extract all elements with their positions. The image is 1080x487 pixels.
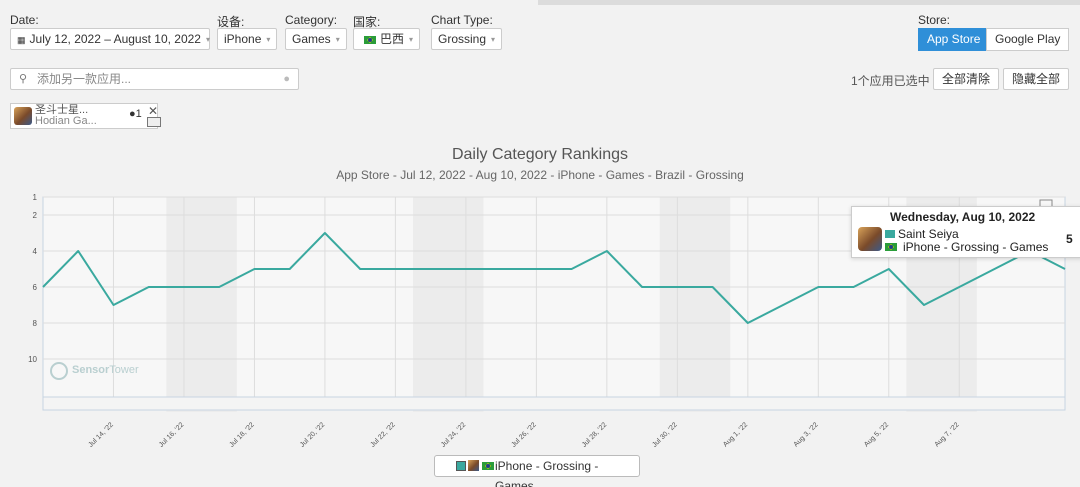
x-tick-label: Jul 28, '22 xyxy=(581,421,608,448)
calendar-icon: ▦ xyxy=(17,35,26,45)
country-label: 国家: xyxy=(353,15,381,29)
legend-label: iPhone - Grossing - Games xyxy=(495,459,599,487)
app-icon xyxy=(858,227,882,251)
category-value: Games xyxy=(292,32,331,46)
sensortower-watermark: SensorTower xyxy=(72,364,139,376)
tooltip-series-label: iPhone - Grossing - Games xyxy=(903,240,1049,254)
chart-tooltip: Wednesday, Aug 10, 2022 Saint Seiya iPho… xyxy=(851,206,1080,258)
x-tick-label: Jul 24, '22 xyxy=(440,421,467,448)
category-label: Category: xyxy=(285,13,338,27)
y-tick-label: 4 xyxy=(33,247,38,256)
hide-all-button[interactable]: 隐藏全部 xyxy=(1003,68,1070,90)
chevron-down-icon: ▾ xyxy=(266,34,271,44)
tooltip-date: Wednesday, Aug 10, 2022 xyxy=(890,210,1036,224)
search-placeholder: 添加另一款应用... xyxy=(37,72,132,86)
color-picker[interactable] xyxy=(147,117,161,127)
tooltip-app-name: Saint Seiya xyxy=(898,227,959,241)
x-tick-label: Jul 16, '22 xyxy=(158,421,185,448)
y-tick-label: 1 xyxy=(33,193,38,202)
x-tick-label: Aug 5, '22 xyxy=(863,421,890,448)
chart-title: Daily Category Rankings xyxy=(451,146,629,163)
chart-subtitle: App Store - Jul 12, 2022 - Aug 10, 2022 … xyxy=(336,168,744,182)
app-chip-rank-value: 1 xyxy=(135,108,142,120)
chart-type-value: Grossing xyxy=(438,32,487,46)
search-icon: ⚲ xyxy=(19,73,28,85)
series-swatch xyxy=(456,461,466,471)
chart-type-label: Chart Type: xyxy=(431,13,493,27)
app-chip-name: 圣斗士星... xyxy=(35,104,89,116)
chart-legend[interactable]: iPhone - Grossing - Games xyxy=(434,455,640,487)
weekend-band xyxy=(659,197,731,412)
watermark-brand-a: Sensor xyxy=(72,364,110,376)
clear-all-button[interactable]: 全部清除 xyxy=(933,68,1000,90)
y-tick-label: 10 xyxy=(28,355,37,364)
chevron-down-icon: ▾ xyxy=(491,34,496,44)
navigator-strip xyxy=(42,396,1066,411)
x-tick-label: Jul 14, '22 xyxy=(88,421,115,448)
date-range-picker[interactable]: ▦ July 12, 2022 – August 10, 2022 ▾ xyxy=(10,28,210,50)
brazil-flag-icon xyxy=(364,35,376,44)
series-swatch xyxy=(885,230,895,238)
x-tick-label: Jul 26, '22 xyxy=(510,421,537,448)
series-line xyxy=(42,232,1066,324)
app-store-button[interactable]: App Store xyxy=(918,28,990,51)
category-select[interactable]: Games ▾ xyxy=(285,28,347,50)
chart-type-select[interactable]: Grossing ▾ xyxy=(431,28,503,50)
x-tick-label: Jul 18, '22 xyxy=(228,421,255,448)
chevron-down-icon: ▾ xyxy=(409,34,414,44)
app-icon xyxy=(468,460,479,471)
add-app-search[interactable]: ⚲ 添加另一款应用... ● xyxy=(10,68,299,90)
watermark-brand-b: Tower xyxy=(109,364,139,376)
y-tick-label: 2 xyxy=(33,211,38,220)
country-select[interactable]: 巴西 ▾ xyxy=(353,28,421,50)
x-tick-label: Aug 7, '22 xyxy=(934,421,961,448)
apple-icon: ● xyxy=(283,73,290,85)
device-value: iPhone xyxy=(224,32,262,46)
google-play-button[interactable]: Google Play xyxy=(986,28,1070,51)
chevron-down-icon: ▾ xyxy=(335,34,340,44)
tooltip-rank: 5 xyxy=(1066,232,1073,246)
selected-count: 1个应用已选中 xyxy=(851,74,930,88)
store-label: Store: xyxy=(918,13,951,27)
device-label: 设备: xyxy=(217,15,245,29)
brazil-flag-icon xyxy=(482,462,494,470)
app-chip-rank-badge: ●1 xyxy=(129,108,142,120)
date-range-value: July 12, 2022 – August 10, 2022 xyxy=(29,32,201,46)
y-tick-label: 8 xyxy=(33,319,38,328)
close-icon[interactable]: ✕ xyxy=(148,104,159,118)
date-label: Date: xyxy=(10,13,39,27)
x-tick-label: Jul 20, '22 xyxy=(299,421,326,448)
weekend-band xyxy=(413,197,484,412)
app-chip[interactable]: 圣斗士星... Hodian Ga... ●1 ✕ xyxy=(10,103,161,129)
y-tick-label: 6 xyxy=(33,283,38,292)
x-tick-label: Jul 30, '22 xyxy=(651,421,678,448)
device-select[interactable]: iPhone ▾ xyxy=(217,28,278,50)
chevron-down-icon: ▾ xyxy=(205,34,210,44)
x-tick-label: Aug 1, '22 xyxy=(722,421,749,448)
x-tick-label: Jul 22, '22 xyxy=(369,421,396,448)
brazil-flag-icon xyxy=(885,243,897,251)
weekend-band xyxy=(166,197,237,412)
country-value: 巴西 xyxy=(380,32,405,46)
top-strip xyxy=(538,0,1080,5)
app-chip-publisher: Hodian Ga... xyxy=(35,115,97,127)
sensortower-logo-icon xyxy=(50,362,68,380)
app-icon xyxy=(14,107,32,125)
x-tick-label: Aug 3, '22 xyxy=(793,421,820,448)
